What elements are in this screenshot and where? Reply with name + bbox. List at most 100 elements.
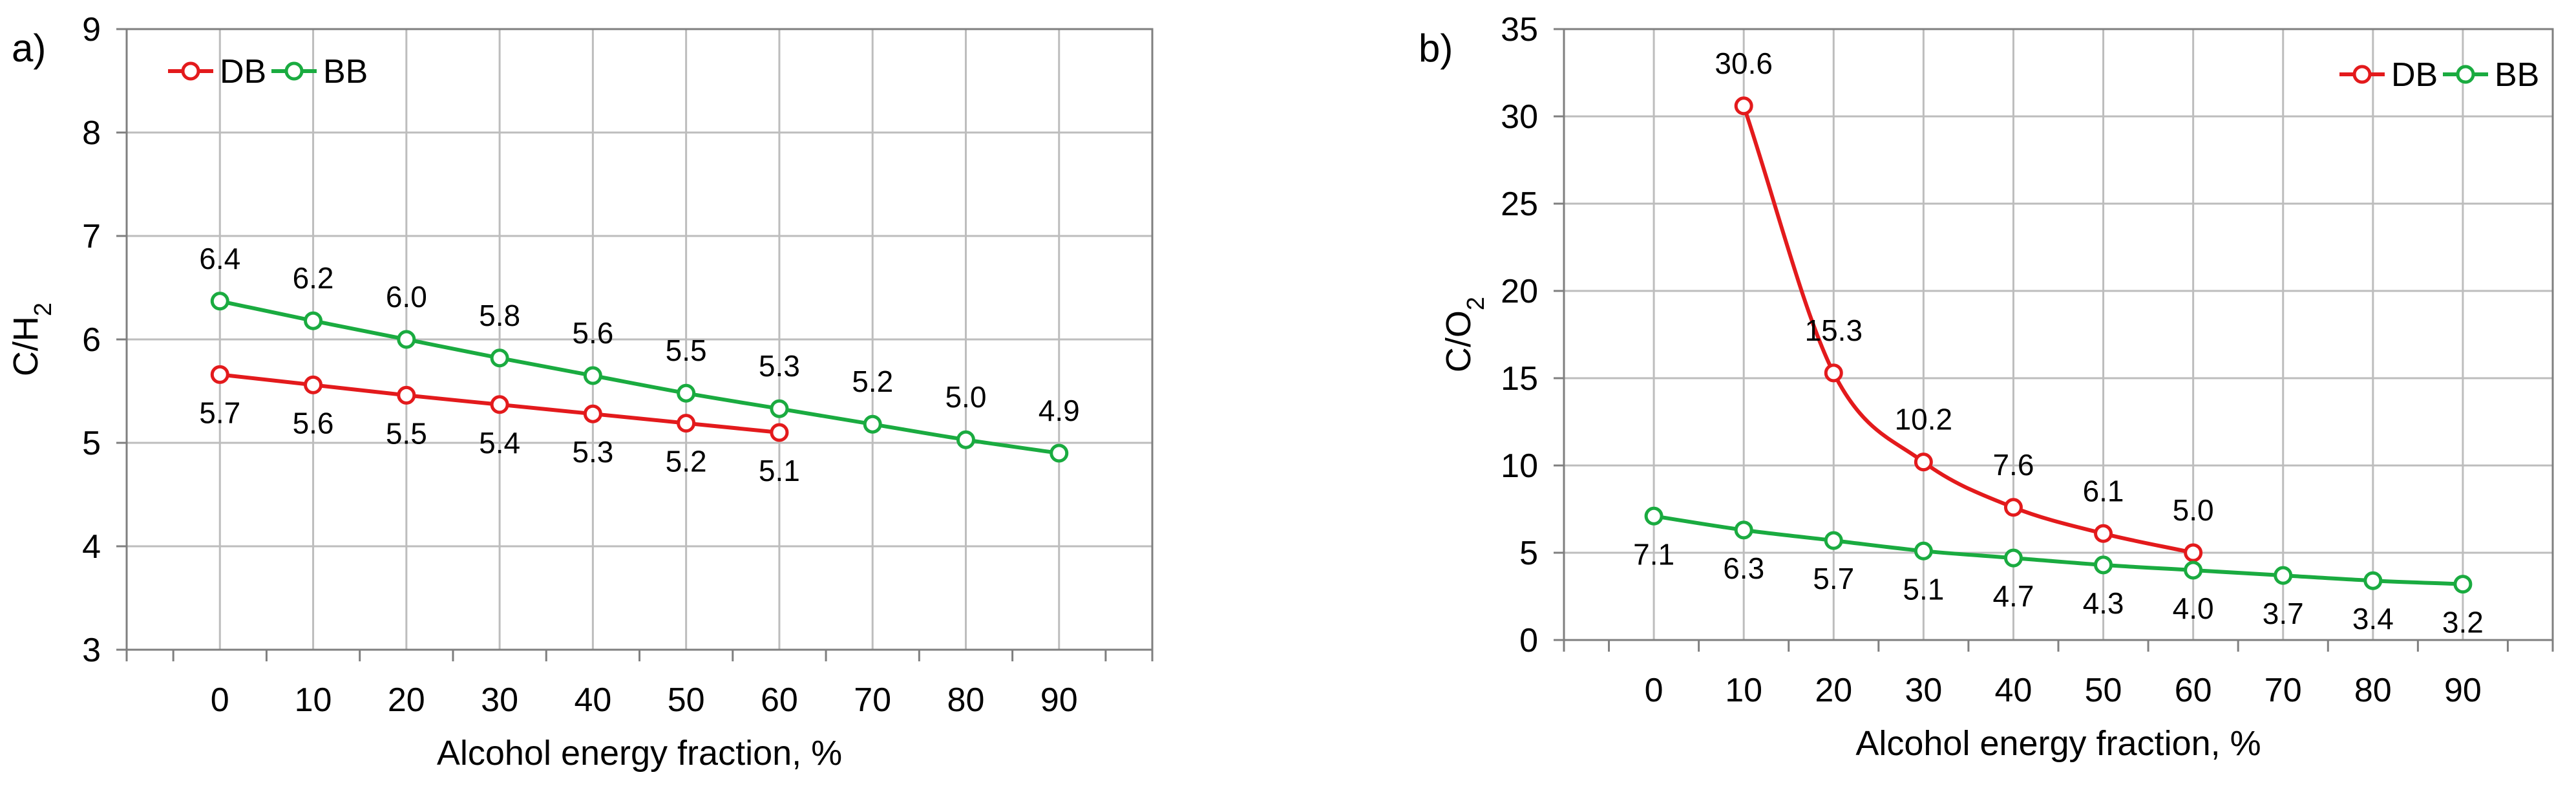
data-label-db: 5.3 (572, 435, 613, 469)
panel-label: b) (1419, 27, 1453, 70)
y-axis-label: C/O2 (1439, 297, 1490, 372)
data-label-db: 30.6 (1715, 47, 1773, 80)
data-label-bb: 5.7 (1813, 562, 1854, 595)
data-point-bb (2003, 548, 2023, 568)
y-tick-label: 8 (82, 114, 101, 152)
legend-entry-bb: BB (2495, 56, 2539, 94)
data-point-bb (304, 311, 323, 330)
x-tick-label: 50 (668, 681, 705, 719)
x-tick-label: 20 (388, 681, 425, 719)
data-point-bb (956, 430, 975, 449)
y-tick-label: 9 (82, 11, 101, 48)
y-tick-label: 35 (1501, 11, 1538, 48)
legend-entry-bb: BB (323, 53, 368, 91)
data-label-bb: 5.2 (852, 365, 893, 398)
data-point-bb (2184, 560, 2203, 580)
y-tick-label: 5 (82, 425, 101, 462)
x-tick-label: 60 (761, 681, 798, 719)
legend: DB BB (168, 53, 368, 91)
x-tick-label: 60 (2175, 672, 2212, 709)
data-point-bb (583, 366, 602, 385)
data-label-db: 5.5 (386, 416, 427, 450)
data-point-db (2003, 498, 2023, 517)
data-label-bb: 6.2 (293, 261, 334, 295)
x-tick-label: 40 (574, 681, 611, 719)
data-point-bb (210, 292, 229, 311)
x-tick-label: 70 (854, 681, 891, 719)
series-bb: 6.4 6.2 6.0 5.8 5.6 5.5 5.3 5.2 5.0 4.9 (199, 242, 1080, 463)
data-point-bb (490, 348, 509, 368)
data-label-bb: 5.0 (945, 380, 986, 414)
x-tick-label: 0 (1645, 672, 1663, 709)
legend-marker-bb (2456, 65, 2475, 84)
data-point-bb (2094, 555, 2113, 575)
data-point-bb (2274, 566, 2293, 585)
y-tick-label: 10 (1501, 447, 1538, 485)
data-label-db: 5.1 (759, 454, 800, 487)
y-tick-label: 15 (1501, 360, 1538, 398)
x-tick-label: 50 (2085, 672, 2122, 709)
data-label-db: 5.4 (479, 426, 520, 460)
data-point-db (583, 404, 602, 423)
x-tick-label: 90 (1040, 681, 1078, 719)
x-axis-label: Alcohol energy fraction, % (437, 734, 842, 773)
x-tick-label: 0 (211, 681, 229, 719)
x-tick-label: 90 (2444, 672, 2482, 709)
data-label-bb: 6.3 (1723, 551, 1764, 585)
data-point-db (490, 395, 509, 414)
data-label-bb: 6.4 (199, 242, 240, 275)
series-line-bb (1653, 514, 2464, 586)
data-label-bb: 7.1 (1633, 537, 1674, 571)
y-tick-label: 20 (1501, 273, 1538, 310)
series-db: 5.7 5.6 5.5 5.4 5.3 5.2 5.1 (199, 365, 800, 487)
data-point-bb (2453, 575, 2473, 594)
series-line-bb (219, 299, 1060, 455)
y-tick-label: 30 (1501, 98, 1538, 136)
data-label-bb: 4.9 (1039, 394, 1080, 427)
y-tick-label: 5 (1519, 535, 1538, 572)
plot-area-frame (1563, 28, 2554, 641)
y-axis-label: C/H2 (6, 303, 57, 376)
x-tick-label: 30 (1905, 672, 1942, 709)
x-axis-label: Alcohol energy fraction, % (1855, 724, 2261, 763)
x-tick-label: 10 (1725, 672, 1762, 709)
data-point-db (677, 414, 696, 433)
x-tick-label: 70 (2265, 672, 2302, 709)
y-tick-label: 7 (82, 218, 101, 255)
data-point-db (2184, 543, 2203, 562)
data-label-bb: 5.1 (1903, 572, 1944, 606)
x-tick-label: 80 (947, 681, 985, 719)
data-label-bb: 5.8 (479, 299, 520, 332)
data-label-bb: 3.2 (2442, 606, 2484, 639)
data-point-bb (397, 330, 416, 349)
legend-entry-db: DB (2391, 56, 2438, 94)
data-point-bb (770, 399, 789, 418)
y-tick-label: 6 (82, 321, 101, 359)
data-point-bb (863, 414, 882, 434)
data-label-db: 5.0 (2173, 493, 2214, 527)
legend-marker-bb (284, 61, 304, 81)
data-point-db (2094, 524, 2113, 543)
data-point-db (1734, 96, 1753, 116)
data-label-bb: 5.5 (666, 334, 707, 367)
x-tick-label: 30 (481, 681, 518, 719)
y-tick-label: 0 (1519, 622, 1538, 659)
series-bb: 7.1 6.3 5.7 5.1 4.7 4.3 4.0 3.7 3.4 3.2 (1633, 506, 2484, 639)
x-tick-label: 40 (1995, 672, 2032, 709)
x-tick-label: 10 (295, 681, 332, 719)
y-tick-label: 25 (1501, 186, 1538, 223)
data-point-db (304, 375, 323, 394)
chart-panel-b: 0 10 20 30 40 50 60 70 80 90 0 5 10 15 20 25 30 35 Alcohol… (1419, 11, 2554, 763)
legend: DB BB (2339, 56, 2539, 94)
data-point-bb (2363, 571, 2383, 590)
data-point-bb (1644, 506, 1663, 526)
y-tick-label: 3 (82, 632, 101, 669)
legend-marker-db (181, 61, 200, 81)
data-point-bb (1050, 443, 1069, 463)
data-label-bb: 3.7 (2263, 597, 2304, 630)
data-label-db: 6.1 (2083, 474, 2124, 507)
data-label-db: 7.6 (1992, 448, 2034, 482)
data-point-db (770, 423, 789, 442)
data-label-bb: 3.4 (2352, 602, 2394, 635)
